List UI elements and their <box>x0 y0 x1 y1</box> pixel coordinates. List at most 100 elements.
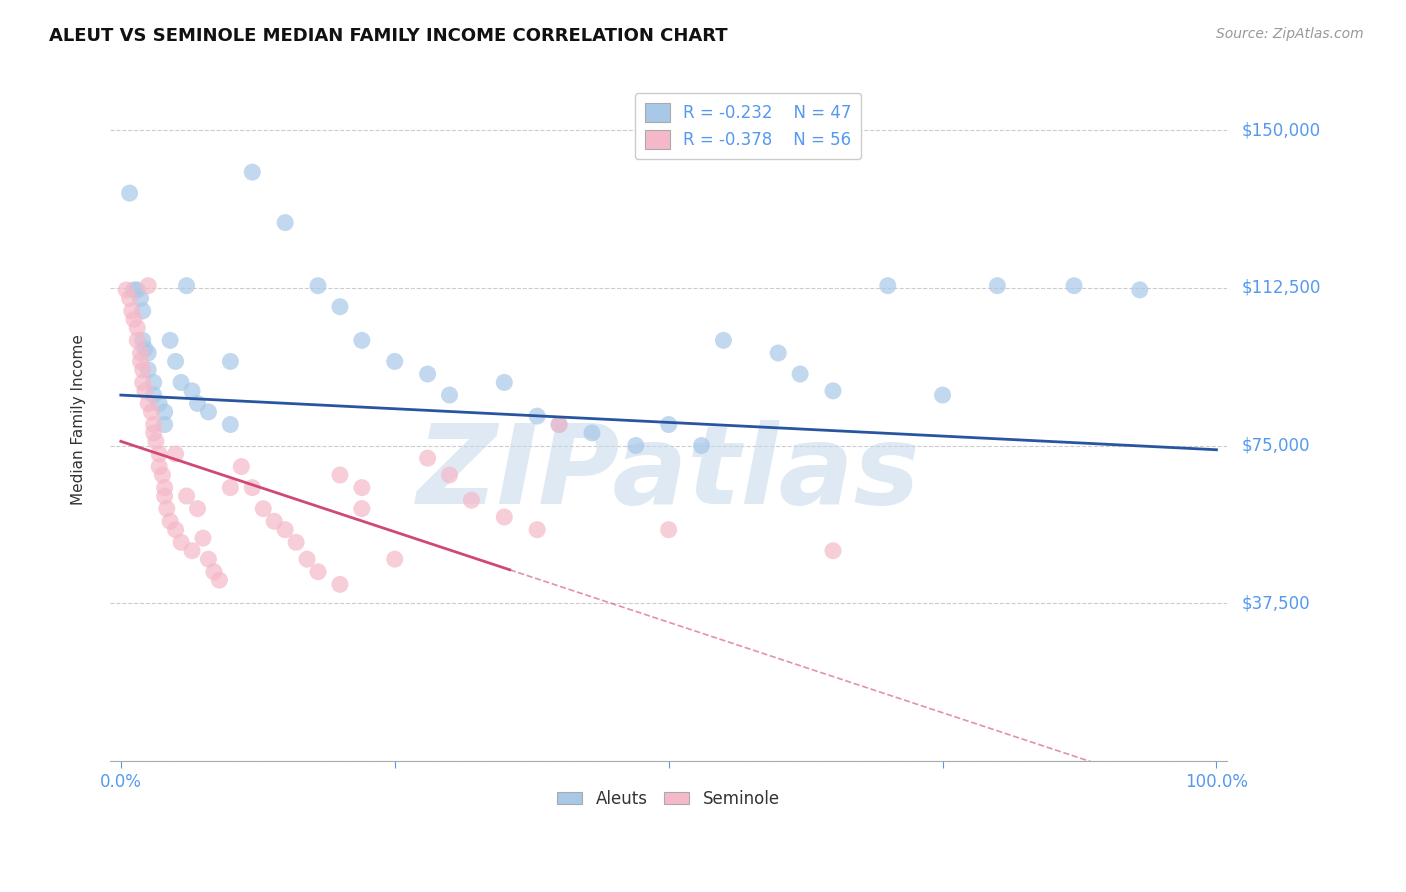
Point <box>548 417 571 432</box>
Point <box>713 334 735 348</box>
Point <box>186 396 208 410</box>
Point <box>986 278 1008 293</box>
Point <box>766 346 789 360</box>
Point <box>439 388 461 402</box>
Text: $37,500: $37,500 <box>1241 594 1310 612</box>
Point <box>170 376 193 390</box>
Point <box>329 577 352 591</box>
Point <box>1129 283 1152 297</box>
Point <box>142 388 165 402</box>
Point <box>494 376 516 390</box>
Point <box>145 434 167 449</box>
Point <box>439 468 461 483</box>
Point <box>263 514 285 528</box>
Point <box>186 501 208 516</box>
Point <box>129 354 152 368</box>
Point <box>142 425 165 440</box>
Point <box>127 334 149 348</box>
Y-axis label: Median Family Income: Median Family Income <box>72 334 86 505</box>
Point <box>931 388 953 402</box>
Point <box>142 417 165 432</box>
Point <box>307 278 329 293</box>
Point <box>132 376 155 390</box>
Point <box>252 501 274 516</box>
Point <box>121 304 143 318</box>
Point <box>132 304 155 318</box>
Legend: Aleuts, Seminole: Aleuts, Seminole <box>551 783 786 814</box>
Point <box>181 384 204 398</box>
Point <box>136 396 159 410</box>
Point <box>1063 278 1085 293</box>
Point <box>208 573 231 587</box>
Point <box>197 552 219 566</box>
Point <box>159 334 181 348</box>
Point <box>129 291 152 305</box>
Point <box>134 384 156 398</box>
Point <box>132 334 155 348</box>
Point <box>136 346 159 360</box>
Point <box>115 283 138 297</box>
Point <box>148 396 170 410</box>
Point <box>285 535 308 549</box>
Text: $112,500: $112,500 <box>1241 279 1320 297</box>
Point <box>494 510 516 524</box>
Point <box>274 216 297 230</box>
Point <box>141 405 163 419</box>
Point <box>350 334 373 348</box>
Text: Source: ZipAtlas.com: Source: ZipAtlas.com <box>1216 27 1364 41</box>
Point <box>134 342 156 356</box>
Point <box>789 367 811 381</box>
Point <box>132 363 155 377</box>
Point <box>274 523 297 537</box>
Text: $150,000: $150,000 <box>1241 121 1320 139</box>
Point <box>153 405 176 419</box>
Point <box>176 278 198 293</box>
Point <box>156 501 179 516</box>
Point <box>122 312 145 326</box>
Text: ALEUT VS SEMINOLE MEDIAN FAMILY INCOME CORRELATION CHART: ALEUT VS SEMINOLE MEDIAN FAMILY INCOME C… <box>49 27 728 45</box>
Point <box>350 501 373 516</box>
Point <box>219 417 242 432</box>
Text: $75,000: $75,000 <box>1241 436 1310 455</box>
Point <box>159 514 181 528</box>
Point <box>191 531 214 545</box>
Point <box>526 409 548 423</box>
Point <box>581 425 603 440</box>
Point <box>416 367 439 381</box>
Point <box>624 438 647 452</box>
Point <box>127 320 149 334</box>
Point <box>658 417 681 432</box>
Point <box>202 565 225 579</box>
Point <box>384 552 406 566</box>
Point <box>416 451 439 466</box>
Point <box>384 354 406 368</box>
Point <box>142 376 165 390</box>
Point <box>153 417 176 432</box>
Point <box>240 481 263 495</box>
Point <box>307 565 329 579</box>
Point <box>219 481 242 495</box>
Point <box>136 278 159 293</box>
Point <box>165 447 187 461</box>
Point <box>658 523 681 537</box>
Point <box>153 481 176 495</box>
Point <box>170 535 193 549</box>
Point <box>127 283 149 297</box>
Point <box>129 346 152 360</box>
Point <box>821 543 844 558</box>
Point <box>153 489 176 503</box>
Point <box>460 493 482 508</box>
Point <box>165 354 187 368</box>
Point <box>148 459 170 474</box>
Point <box>350 481 373 495</box>
Point <box>548 417 571 432</box>
Point <box>876 278 898 293</box>
Point <box>295 552 318 566</box>
Point <box>231 459 253 474</box>
Point <box>122 283 145 297</box>
Point <box>219 354 242 368</box>
Point <box>181 543 204 558</box>
Point <box>240 165 263 179</box>
Point <box>148 447 170 461</box>
Point <box>165 523 187 537</box>
